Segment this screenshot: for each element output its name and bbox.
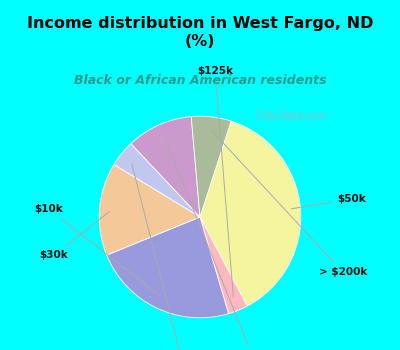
Wedge shape bbox=[99, 164, 200, 255]
Text: > $200k: > $200k bbox=[212, 131, 367, 278]
Text: $30k: $30k bbox=[40, 212, 109, 260]
Text: $10k: $10k bbox=[34, 204, 159, 295]
Wedge shape bbox=[114, 144, 200, 217]
Wedge shape bbox=[107, 217, 228, 318]
Text: $75k: $75k bbox=[165, 139, 267, 350]
Text: $125k: $125k bbox=[197, 66, 233, 296]
Text: City-Data.com: City-Data.com bbox=[250, 111, 326, 121]
Text: Income distribution in West Fargo, ND
(%): Income distribution in West Fargo, ND (%… bbox=[27, 16, 373, 49]
Wedge shape bbox=[191, 116, 231, 217]
Wedge shape bbox=[200, 217, 247, 314]
Text: $50k: $50k bbox=[291, 194, 366, 209]
Wedge shape bbox=[200, 121, 301, 306]
Wedge shape bbox=[131, 117, 200, 217]
Text: $40k: $40k bbox=[132, 164, 196, 350]
Text: Black or African American residents: Black or African American residents bbox=[74, 74, 326, 86]
